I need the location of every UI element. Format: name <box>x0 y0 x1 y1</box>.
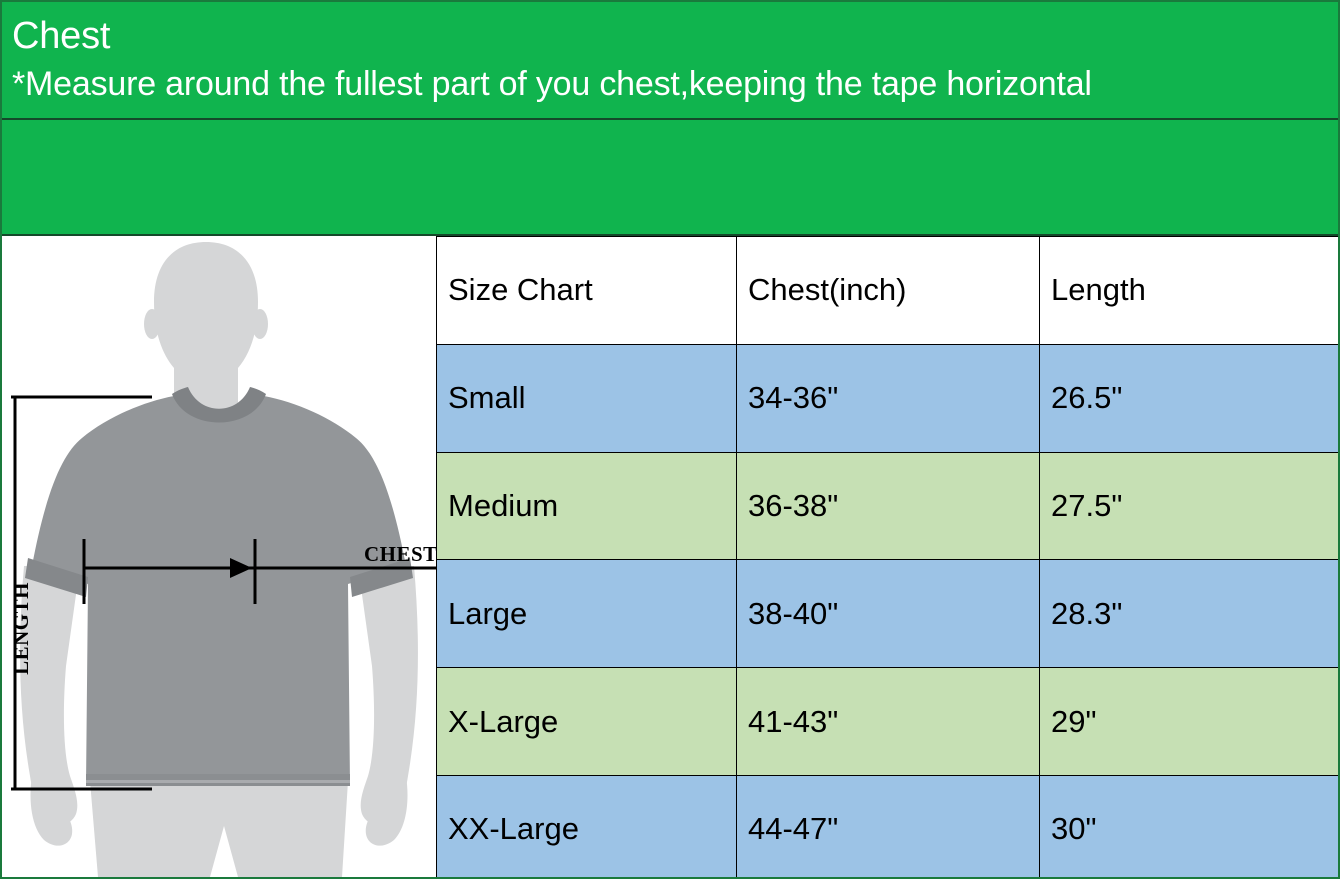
table-row: Small 34-36" 26.5" <box>436 343 1338 453</box>
cell-chest: 34-36" <box>736 343 1040 453</box>
cell-chest: 36-38" <box>736 451 1040 561</box>
cell-length: 27.5" <box>1039 451 1338 561</box>
measure-instruction: *Measure around the fullest part of you … <box>12 65 1092 103</box>
column-header-size: Size Chart <box>436 236 737 345</box>
chest-arrow-icon <box>230 558 252 578</box>
cell-chest: 44-47" <box>736 774 1040 877</box>
measurement-illustration: CHEST LENGTH <box>2 236 436 877</box>
chest-measure-line <box>82 539 436 604</box>
chest-measure-label: CHEST <box>364 542 436 566</box>
chart-body: CHEST LENGTH Size Chart Chest(inch) Leng… <box>2 236 1338 877</box>
mannequin-figure-icon <box>11 242 436 877</box>
header-banner: Chest *Measure around the fullest part o… <box>2 2 1338 120</box>
column-header-chest: Chest(inch) <box>736 236 1040 345</box>
table-header-row: Size Chart Chest(inch) Length <box>436 236 1338 345</box>
fit-notes-banner: 1.Order usual size for Compression Fit 2… <box>2 120 1338 339</box>
cell-length: 29" <box>1039 667 1338 776</box>
size-chart-table: Size Chart Chest(inch) Length Small 34-3… <box>436 236 1338 877</box>
cell-length: 30" <box>1039 774 1338 877</box>
table-row: XX-Large 44-47" 30" <box>436 774 1338 877</box>
table-row: X-Large 41-43" 29" <box>436 667 1338 776</box>
column-header-length: Length <box>1039 236 1338 345</box>
cell-chest: 38-40" <box>736 559 1040 669</box>
table-row: Large 38-40" 28.3" <box>436 559 1338 669</box>
cell-size: Medium <box>436 451 737 561</box>
cell-length: 26.5" <box>1039 343 1338 453</box>
cell-length: 28.3" <box>1039 559 1338 669</box>
length-measure-line <box>11 395 152 791</box>
page-title: Chest <box>12 15 111 57</box>
length-measure-label: LENGTH <box>8 582 33 675</box>
cell-size: Small <box>436 343 737 453</box>
cell-chest: 41-43" <box>736 667 1040 776</box>
cell-size: XX-Large <box>436 774 737 877</box>
cell-size: Large <box>436 559 737 669</box>
cell-size: X-Large <box>436 667 737 776</box>
table-row: Medium 36-38" 27.5" <box>436 451 1338 561</box>
